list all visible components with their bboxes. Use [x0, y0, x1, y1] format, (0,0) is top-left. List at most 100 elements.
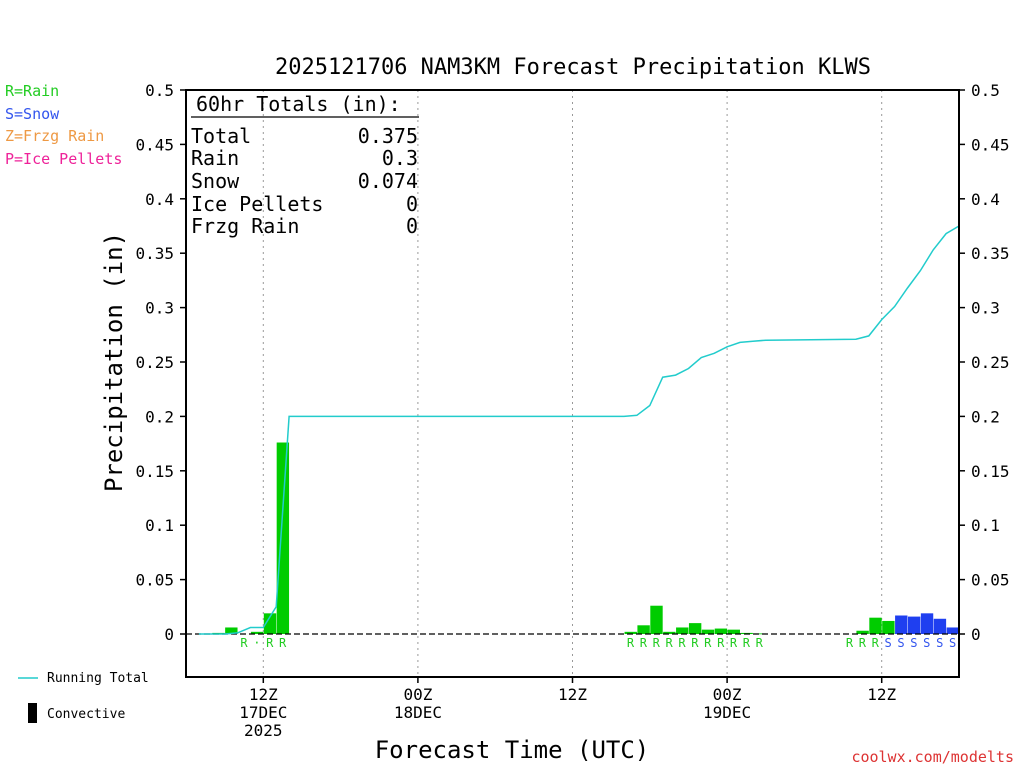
precip-bar-rain [250, 631, 264, 634]
totals-label-ice-pellets: Ice Pellets [191, 192, 323, 216]
legend-ice-pellets: P=Ice Pellets [5, 150, 122, 168]
credit-text: coolwx.com/modelts [851, 748, 1014, 766]
precip-bar-rain [882, 620, 895, 634]
ptype-label-rain: R [704, 636, 712, 650]
ptype-label-snow: S [910, 636, 917, 650]
ptype-label-rain: R [691, 636, 699, 650]
precip-bars [212, 442, 959, 635]
x-tick-label: 19DEC [703, 703, 751, 722]
chart-title: 2025121706 NAM3KM Forecast Precipitation… [275, 55, 871, 80]
totals-value-snow: 0.074 [358, 169, 418, 193]
convective-swatch [28, 703, 37, 723]
ptype-label-rain: R [717, 636, 725, 650]
totals-label-snow: Snow [191, 169, 240, 193]
x-tick-label: 00Z [403, 685, 432, 704]
y-tick-label-left: 0.5 [145, 81, 174, 100]
ptype-label-rain: R [872, 636, 880, 650]
precip-bar-snow [907, 616, 921, 634]
ptype-label-rain: R [240, 636, 248, 650]
convective-legend-label: Convective [47, 707, 125, 722]
y-tick-label-right: 0.45 [971, 135, 1010, 154]
precip-bar-rain [676, 627, 689, 634]
ptype-label-rain: R [859, 636, 867, 650]
precip-bar-snow [946, 627, 959, 634]
y-tick-label-left: 0.4 [145, 190, 174, 209]
precip-bar-rain [637, 625, 650, 634]
ptype-label-rain: R [846, 636, 854, 650]
series-legend: Running Total Convective [18, 671, 149, 723]
y-tick-label-left: 0.15 [135, 462, 174, 481]
y-axis-right: 0 0.05 0.1 0.15 0.2 0.25 0.3 0.35 0.4 0.45 0.5 [959, 81, 1010, 644]
ptype-label-rain: R [266, 636, 274, 650]
ptype-legend: R=Rain S=Snow Z=Frzg Rain P=Ice Pellets [5, 82, 122, 168]
y-tick-label-right: 0.05 [971, 571, 1010, 590]
precip-bar-rain [650, 605, 663, 634]
y-axis-label: Precipitation (in) [100, 232, 128, 492]
x-tick-label: 12Z [558, 685, 587, 704]
precip-bar-snow [933, 618, 947, 634]
y-axis-left: 0 0.05 0.1 0.15 0.2 0.25 0.3 0.35 0.4 0.45 0.5 [135, 81, 186, 644]
x-tick-label: 00Z [713, 685, 742, 704]
precip-bar-rain [727, 629, 740, 634]
totals-value-ice-pellets: 0 [406, 192, 418, 216]
precip-bar-rain [869, 617, 882, 634]
y-tick-label-right: 0.15 [971, 462, 1010, 481]
totals-value-total: 0.375 [358, 124, 418, 148]
y-tick-label-left: 0.05 [135, 571, 174, 590]
totals-box: 60hr Totals (in): Total 0.375 Rain 0.3 S… [191, 92, 419, 238]
time-gridlines [262, 90, 883, 677]
ptype-label-rain: · [253, 636, 260, 650]
totals-value-frzg-rain: 0 [406, 214, 418, 238]
precip-bar-snow [920, 613, 934, 634]
x-tick-label: 2025 [244, 721, 283, 740]
precip-bar-rain [688, 623, 702, 634]
ptype-label-snow: S [949, 636, 956, 650]
precip-bar-snow [895, 615, 908, 634]
x-tick-label: 12Z [249, 685, 278, 704]
totals-label-rain: Rain [191, 146, 239, 170]
y-tick-label-right: 0.35 [971, 244, 1010, 263]
ptype-label-rain: R [743, 636, 751, 650]
y-tick-label-right: 0.2 [971, 407, 1000, 426]
legend-snow: S=Snow [5, 105, 60, 123]
ptype-label-rain: R [653, 636, 661, 650]
ptype-label-rain: R [678, 636, 686, 650]
running-total-legend-label: Running Total [47, 671, 149, 686]
precip-bar-rain [624, 631, 637, 634]
ptype-label-snow: S [884, 636, 891, 650]
y-tick-label-right: 0.1 [971, 516, 1000, 535]
ptype-label-rain: R [627, 636, 635, 650]
precip-bar-rain [225, 627, 238, 634]
x-tick-label: 12Z [867, 685, 896, 704]
precip-bar-rain [663, 631, 676, 634]
y-tick-label-left: 0.45 [135, 135, 174, 154]
y-tick-label-right: 0.4 [971, 190, 1000, 209]
ptype-label-rain: R [665, 636, 673, 650]
x-tick-label: 18DEC [394, 703, 442, 722]
precip-bar-rain [276, 442, 290, 634]
ptype-label-snow: S [936, 636, 943, 650]
y-tick-label-left: 0.3 [145, 299, 174, 318]
legend-rain: R=Rain [5, 82, 59, 100]
precip-bar-rain [701, 629, 715, 634]
ptype-label-rain: R [756, 636, 764, 650]
y-tick-label-left: 0 [164, 625, 174, 644]
x-axis-label: Forecast Time (UTC) [375, 736, 650, 764]
ptype-label-rain: R [730, 636, 738, 650]
y-tick-label-left: 0.2 [145, 407, 174, 426]
precip-bar-rain [714, 628, 728, 634]
running-total-line [198, 225, 960, 635]
ptype-label-rain: R [279, 636, 287, 650]
y-tick-label-right: 0.3 [971, 299, 1000, 318]
totals-value-rain: 0.3 [382, 146, 418, 170]
ptype-labels: R · R R R R R R R R R R R R R R R R S S S S S S [240, 636, 956, 650]
y-tick-label-right: 0.25 [971, 353, 1010, 372]
ptype-label-snow: S [923, 636, 930, 650]
y-tick-label-right: 0.5 [971, 81, 1000, 100]
ptype-label-rain: R [640, 636, 648, 650]
precip-bar-rain [263, 613, 277, 634]
totals-header: 60hr Totals (in): [196, 92, 401, 116]
ptype-label-snow: S [897, 636, 904, 650]
